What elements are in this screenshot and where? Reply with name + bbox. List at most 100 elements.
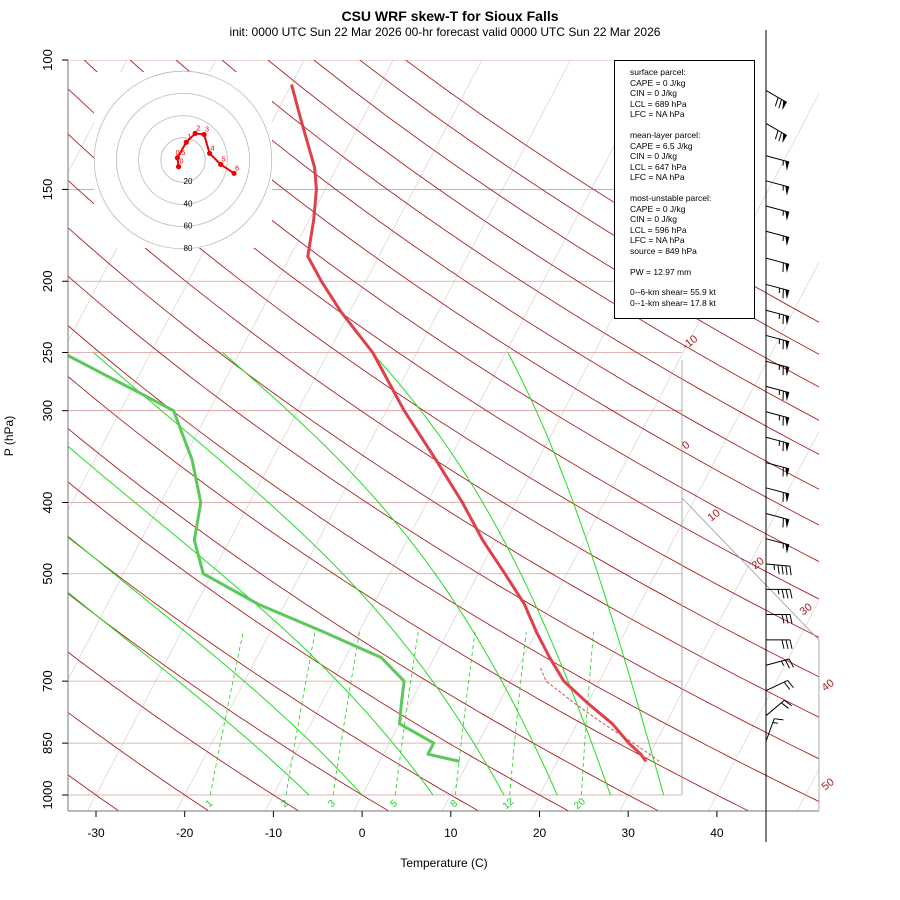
barb-staff: [765, 89, 788, 103]
dewpoint-profile: [68, 353, 460, 763]
y-tick-label: 500: [40, 563, 55, 585]
hodograph-point-label: 0: [180, 159, 184, 166]
barb-flag: [785, 543, 790, 554]
wind-barb: [765, 283, 790, 300]
barb-staff: [765, 205, 790, 213]
wind-barb: [766, 639, 793, 649]
hodograph-ring-label: 60: [184, 222, 193, 231]
moist-adiabat: [68, 591, 310, 796]
info-line: LFC = NA hPa: [630, 172, 685, 183]
y-tick-label: 150: [40, 179, 55, 201]
dry-adiabat: [68, 325, 819, 802]
barb-flag: [785, 416, 790, 427]
barb-flag: [785, 185, 790, 196]
hodograph-point: [231, 170, 237, 176]
hodograph-point-label: 5: [222, 156, 226, 163]
dry-adiabat: [68, 88, 819, 600]
barb-flag: [782, 100, 787, 111]
wind-barb: [765, 155, 790, 171]
barb-full: [785, 589, 789, 599]
dry-adiabat: [313, 60, 819, 388]
barb-flag: [785, 340, 790, 351]
barb-flag: [785, 391, 790, 402]
isotherm-guide: [708, 599, 819, 811]
barb-half: [772, 721, 778, 724]
isotherm-label: 20: [750, 555, 767, 572]
barb-staff: [765, 180, 790, 188]
barb-staff: [765, 385, 790, 394]
dry-adiabat: [83, 60, 819, 563]
barb-full: [785, 614, 789, 624]
dry-adiabat: [129, 60, 819, 526]
barb-half: [781, 660, 785, 666]
y-tick-label: 100: [40, 49, 55, 71]
wind-barb: [765, 538, 790, 554]
y-tick-label: 700: [40, 670, 55, 692]
hodograph-point-label: 1: [187, 134, 191, 141]
wind-barb: [765, 230, 790, 247]
barb-full: [774, 97, 779, 107]
x-tick-label: -30: [87, 826, 105, 840]
info-line: CIN = 0 J/kg: [630, 151, 678, 162]
isotherm-guide: [68, 60, 128, 174]
parcel-info-box: surface parcel: CAPE = 0 J/kg CIN = 0 J/kg…: [614, 60, 755, 319]
wind-barb: [765, 699, 793, 717]
barb-staff: [765, 155, 790, 163]
mixing-ratio-line: [394, 631, 419, 796]
wind-barb: [765, 436, 790, 453]
isotherm-label: 40: [820, 677, 837, 694]
x-tick-label: 30: [622, 826, 636, 840]
hodograph-ring-label: 20: [184, 177, 193, 186]
wind-barb: [765, 718, 784, 742]
isotherm-guide: [264, 60, 660, 811]
barb-full: [785, 639, 789, 649]
info-line: surface parcel:: [630, 67, 686, 77]
info-line: LCL = 689 hPa: [630, 98, 687, 109]
barb-staff: [765, 230, 790, 238]
wind-barb: [765, 513, 790, 529]
dry-adiabat: [267, 60, 819, 421]
mixing-ratio-label: 3: [326, 798, 338, 810]
barb-full: [774, 718, 784, 721]
info-line: most-unstable parcel:: [630, 192, 712, 203]
dry-adiabat: [68, 375, 749, 811]
barb-staff: [765, 487, 790, 495]
isotherm-guide: [68, 60, 394, 680]
barb-full: [783, 681, 791, 690]
info-line: LFC = NA hPa: [630, 235, 685, 246]
barb-staff: [765, 538, 790, 546]
barb-staff: [765, 411, 790, 419]
wind-barb: [765, 411, 790, 427]
info-line: source = 849 hPa: [630, 245, 697, 256]
isotherm-guide: [87, 60, 483, 811]
barb-flag: [782, 133, 787, 144]
mixing-ratio-label: 20: [572, 796, 588, 812]
y-tick-label: 1000: [40, 781, 55, 810]
hodograph-point: [207, 150, 213, 156]
isotherm-guide: [878, 26, 900, 825]
hodograph-background: [94, 72, 272, 248]
sounding-profiles: [68, 84, 660, 763]
barb-flag: [785, 442, 790, 453]
mixing-ratio-label: 2: [280, 798, 292, 810]
hodograph-ring: [160, 137, 206, 183]
wind-barb: [765, 679, 794, 692]
moist-adiabat: [93, 352, 505, 796]
wind-barb: [765, 309, 790, 326]
barb-full: [774, 130, 779, 140]
barb-flag: [785, 518, 790, 529]
barb-full: [781, 589, 785, 599]
moist-adiabat: [222, 352, 558, 796]
barb-flag: [785, 366, 790, 377]
x-tick-label: 20: [533, 826, 547, 840]
info-line: LCL = 596 hPa: [630, 224, 687, 235]
dry-adiabat: [68, 481, 569, 811]
barb-flag: [785, 236, 790, 247]
hodograph-ring-label: 40: [184, 199, 193, 208]
moist-adiabat: [507, 352, 665, 796]
barb-staff: [765, 309, 790, 317]
info-line: 0--1-km shear= 17.8 kt: [630, 297, 716, 308]
wind-barb: [765, 180, 790, 196]
